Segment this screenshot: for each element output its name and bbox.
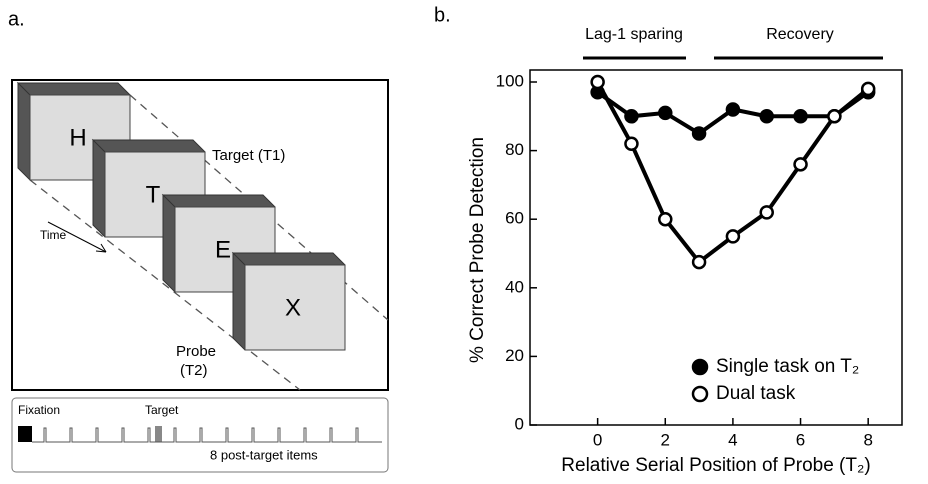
pulse-train [32, 427, 382, 443]
time-label: Time [40, 228, 67, 242]
annotation: Lag-1 sparing [585, 26, 683, 43]
marker [691, 254, 707, 270]
marker [725, 229, 741, 244]
target-label: Target (T1) [212, 147, 285, 164]
card-letter: H [69, 124, 86, 151]
arrow-head [95, 243, 107, 253]
marker [725, 102, 741, 117]
marker [658, 211, 673, 227]
card-letter: E [215, 236, 231, 263]
marker [691, 126, 707, 141]
panel-label: b. [434, 4, 451, 26]
card-letter: T [146, 181, 161, 208]
target-label-small: Target [145, 403, 179, 417]
marker [658, 105, 673, 121]
y-axis-label: % Correct Probe Detection [467, 137, 488, 363]
card-letter: X [285, 294, 301, 321]
y-tick-label: 60 [505, 209, 524, 228]
marker [860, 81, 876, 97]
plot: 0 20 40 60 80 100 0 2 4 6 8 Single task on T₂ Dual t… [496, 69, 903, 449]
y-tick-label: 100 [496, 71, 524, 90]
probe-label: Probe [176, 343, 216, 360]
x-tick-label: 8 [863, 430, 872, 449]
y-tick-label: 80 [505, 140, 524, 159]
x-tick-label: 6 [796, 430, 805, 449]
marker [759, 205, 774, 220]
y-tick-label: 20 [505, 346, 524, 365]
marker [590, 74, 605, 90]
cards: H T E X [16, 81, 346, 351]
x-tick-label: 2 [661, 430, 670, 449]
marker [793, 109, 808, 124]
post-label: 8 post-target items [210, 447, 318, 462]
marker [793, 157, 808, 172]
x-axis-label: Relative Serial Position of Probe (T₂) [561, 455, 870, 476]
panel-label: a. [8, 8, 25, 30]
y-tick-label: 40 [505, 277, 524, 296]
probe-sub: (T2) [180, 362, 208, 379]
legend-marker [691, 358, 709, 376]
plot-frame [529, 69, 903, 426]
legend-label: Dual task [716, 383, 796, 404]
marker [624, 109, 639, 124]
time-arrow [47, 221, 107, 253]
fixation-label: Fixation [18, 403, 60, 417]
x-tick-label: 0 [593, 430, 602, 449]
marker [759, 109, 774, 124]
fixation-block [18, 426, 32, 442]
marker [827, 109, 842, 124]
marker [624, 136, 639, 151]
annotation: Recovery [766, 26, 834, 43]
y-tick-label: 0 [515, 414, 524, 433]
target-block [155, 426, 162, 442]
legend-label: Single task on T₂ [716, 356, 859, 377]
card [244, 264, 346, 351]
legend-marker [691, 385, 709, 403]
x-tick-label: 4 [728, 430, 737, 449]
